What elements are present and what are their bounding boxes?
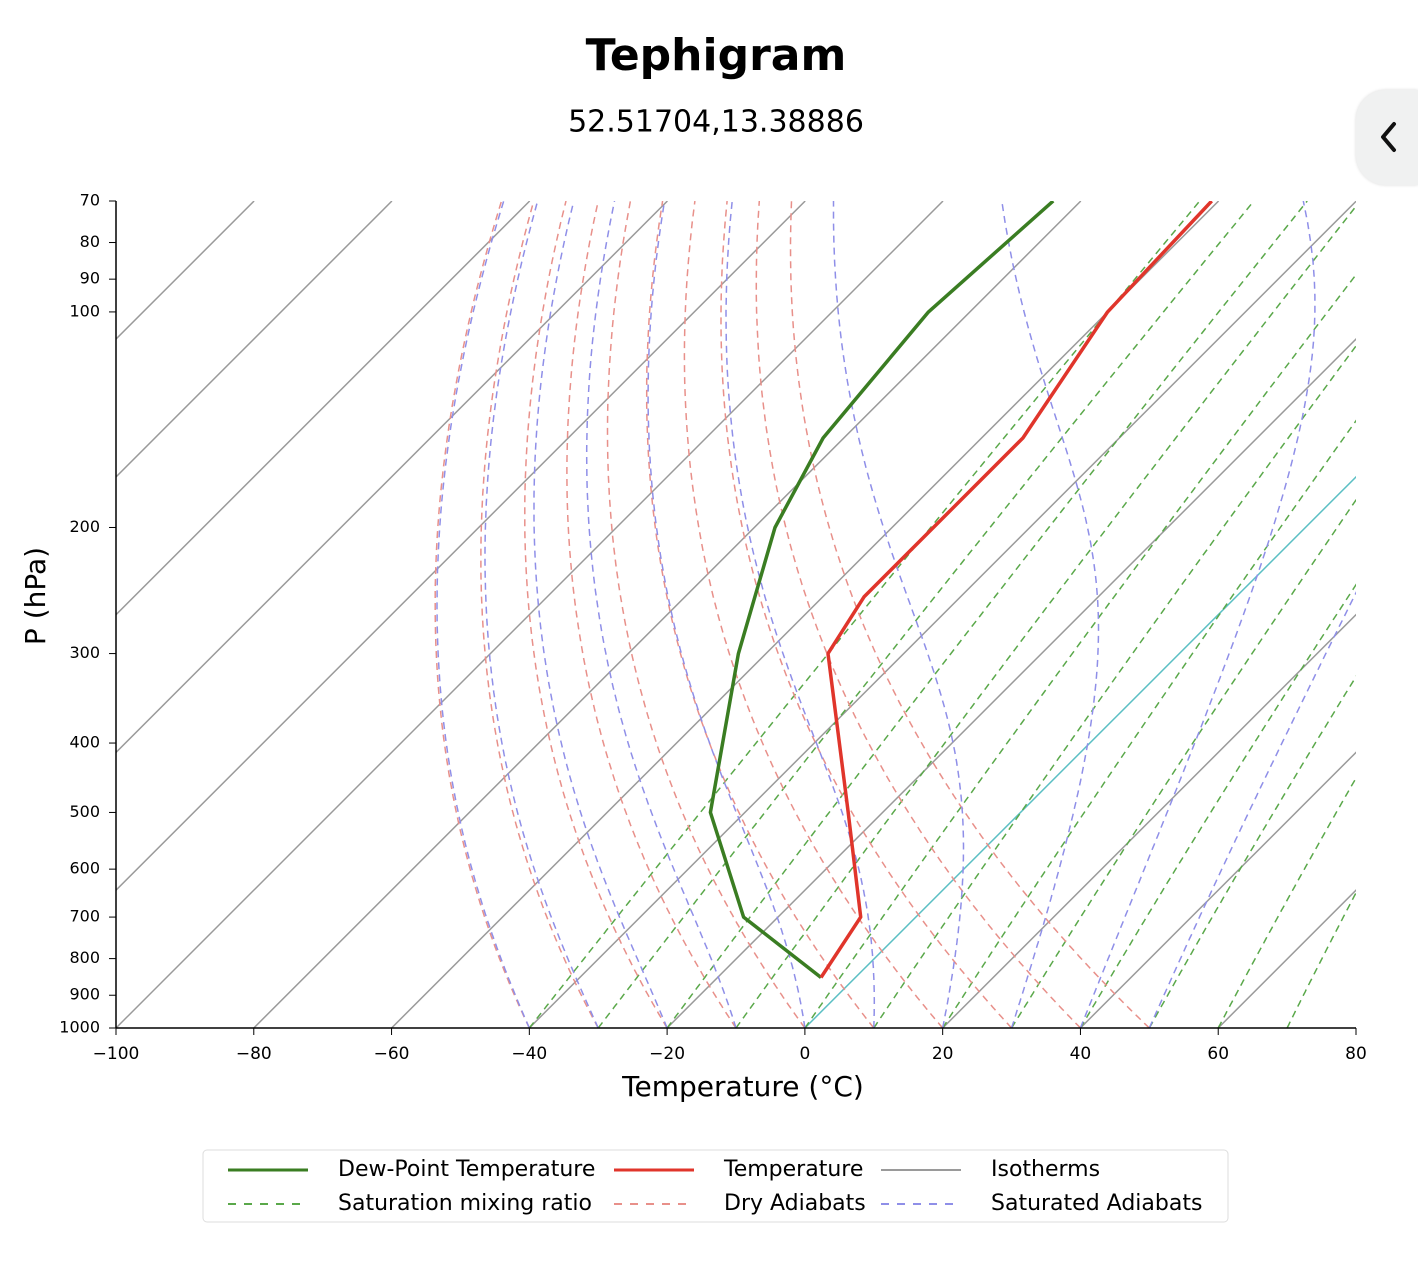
y-tick-label: 100 [69,301,100,320]
mixing-ratio-line [804,273,1356,1028]
chevron-icon [1381,122,1396,152]
saturated-adiabat-line [832,201,965,1028]
saturated-adiabat-line [1079,201,1316,1028]
chart-title: Tephigram [586,30,847,81]
profile-line [819,201,1213,979]
isotherm-line [528,201,1356,1028]
saturated-adiabat-line [585,201,737,1028]
y-tick-label: 200 [69,517,100,536]
saturated-adiabat-line [647,201,806,1028]
saturated-adiabat-line [436,201,531,1028]
isotherm-line [942,613,1356,1028]
saturated-adiabat-line [533,201,668,1028]
mixing-ratio-line [597,201,1255,1028]
mixing-ratio-line [873,344,1356,1028]
mixing-ratio-line [666,201,1308,1028]
y-tick-label: 300 [69,643,100,662]
isotherm-line [666,338,1356,1028]
legend-label: Saturation mixing ratio [338,1191,592,1216]
x-tick-label: 40 [1070,1044,1092,1064]
mixing-ratio-line [528,201,1201,1028]
plot-area [116,201,1356,1028]
dry-adiabat-line [683,201,944,1028]
isotherm-line [1355,1026,1356,1028]
mixing-ratio-line [1217,776,1356,1028]
x-tick-label: 20 [932,1044,954,1064]
isotherm-line [1079,751,1356,1028]
saturated-adiabat-line [1148,591,1356,1028]
sidebar-toggle[interactable] [1356,90,1418,185]
y-tick-label: 600 [69,859,100,878]
dry-adiabat-line [566,201,737,1028]
x-axis-label: Temperature (°C) [621,1070,864,1103]
saturated-adiabat-line [484,201,599,1028]
isotherm-line [116,201,531,616]
isotherm-line [253,201,1082,1028]
mixing-ratio-line [735,205,1356,1028]
dry-adiabat-line [789,201,1150,1028]
y-tick-label: 800 [69,948,100,967]
dry-adiabat-line [645,201,875,1028]
legend-label: Temperature [723,1157,863,1182]
x-tick-label: −20 [649,1044,685,1064]
legend-label: Isotherms [991,1157,1100,1182]
mixing-ratio-line [1148,675,1356,1028]
isotherm-line [391,201,1220,1028]
dry-adiabat-line [480,201,599,1028]
isotherm-line [116,201,806,892]
chart-subtitle: 52.51704,13.38886 [568,105,864,140]
profile-line [708,201,1055,979]
x-tick-label: −80 [236,1044,272,1064]
x-tick-label: −60 [374,1044,410,1064]
dry-adiabat-line [434,201,530,1028]
legend-label: Dry Adiabats [724,1191,866,1216]
isotherm-line [804,475,1356,1028]
y-tick-label: 90 [80,269,100,288]
legend-label: Dew-Point Temperature [338,1157,595,1182]
dry-adiabat-line [720,201,1013,1028]
mixing-ratio-line [1010,498,1356,1028]
dry-adiabat-line [524,201,668,1028]
isotherm-line [116,201,393,478]
legend-label: Saturated Adiabats [991,1191,1202,1216]
mixing-ratio-line [1079,583,1356,1028]
x-tick-label: −100 [93,1044,140,1064]
saturated-adiabat-line [1001,201,1100,1028]
dry-adiabat-line [606,201,806,1028]
y-tick-label: 700 [69,907,100,926]
y-tick-label: 80 [80,232,100,251]
y-tick-label: 70 [80,191,100,210]
x-tick-label: 80 [1345,1044,1367,1064]
mixing-ratio-line [1286,891,1356,1028]
y-tick-label: 1000 [59,1018,100,1037]
x-tick-label: −40 [511,1044,547,1064]
isotherm-line [116,201,668,754]
x-tick-label: 60 [1207,1044,1229,1064]
y-tick-label: 500 [69,802,100,821]
legend-box [202,1149,1229,1223]
y-tick-label: 900 [69,985,100,1004]
isotherm-line [116,201,944,1028]
y-tick-label: 400 [69,733,100,752]
x-tick-label: 0 [799,1044,810,1064]
y-axis-label: P (hPa) [19,547,52,645]
mixing-ratio-line [942,419,1356,1028]
saturated-adiabat-line [725,201,876,1028]
